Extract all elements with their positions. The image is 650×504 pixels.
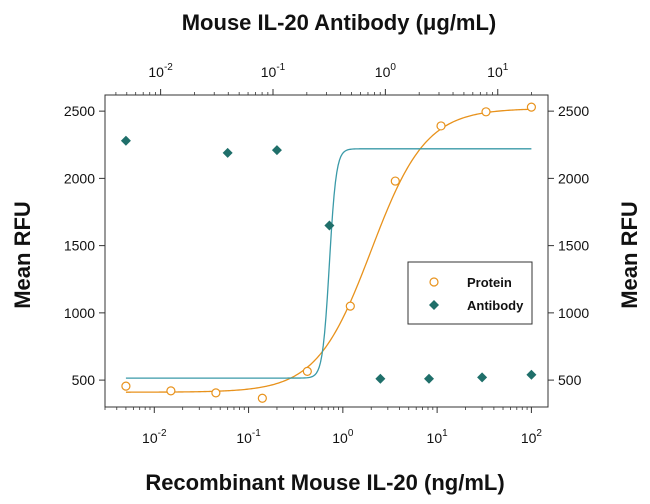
antibody-point-2 (271, 145, 282, 156)
protein-point-0 (121, 381, 131, 391)
y-tick-label-right-1000: 1000 (558, 305, 589, 321)
x-tick-label--2: 10-2 (142, 428, 167, 446)
fit-curve-protein (125, 108, 532, 393)
fit-curves (125, 108, 532, 393)
protein-point-4 (302, 366, 312, 376)
y-axis-label-right: Mean RFU (617, 201, 642, 309)
y-tick-label-right-2500: 2500 (558, 103, 589, 119)
x-tick-label-0: 100 (332, 428, 354, 446)
x-axis-label: Recombinant Mouse IL-20 (ng/mL) (145, 470, 504, 495)
protein-point-9 (526, 102, 536, 112)
top-tick-label-1: 101 (487, 62, 509, 80)
antibody-point-3 (324, 220, 335, 231)
x-tick-label--1: 10-1 (236, 428, 261, 446)
protein-point-1 (166, 386, 176, 396)
legend-protein-marker (429, 277, 439, 287)
ticks-layer: 500 500 1000 1000 1500 1500 2000 2000 2500 2500 10… (64, 62, 590, 446)
y-tick-label-left-2000: 2000 (64, 170, 95, 186)
antibody-point-7 (526, 369, 537, 380)
antibody-point-5 (423, 373, 434, 384)
antibody-point-6 (477, 372, 488, 383)
legend: Protein Antibody (407, 261, 533, 325)
legend-antibody-label: Antibody (467, 298, 524, 313)
y-axis-label-left: Mean RFU (10, 201, 35, 309)
protein-point-2 (211, 388, 221, 398)
protein-point-8 (481, 107, 491, 117)
top-tick-label--2: 10-2 (148, 62, 173, 80)
antibody-point-0 (120, 135, 131, 146)
y-tick-label-right-1500: 1500 (558, 238, 589, 254)
protein-point-6 (390, 176, 400, 186)
antibody-point-4 (375, 373, 386, 384)
y-tick-label-left-1500: 1500 (64, 238, 95, 254)
plot-frame (104, 94, 549, 408)
x-tick-label-1: 101 (427, 428, 449, 446)
x-tick-label-2: 102 (521, 428, 543, 446)
top-tick-label-0: 100 (375, 62, 397, 80)
top-tick-label--1: 10-1 (261, 62, 286, 80)
protein-point-5 (345, 301, 355, 311)
legend-box (407, 261, 533, 325)
legend-antibody-marker (429, 300, 439, 310)
y-tick-label-left-1000: 1000 (64, 305, 95, 321)
chart-title: Mouse IL-20 Antibody (μg/mL) (182, 10, 497, 35)
y-tick-label-left-500: 500 (72, 372, 96, 388)
antibody-point-1 (222, 147, 233, 158)
y-tick-label-left-2500: 2500 (64, 103, 95, 119)
protein-point-7 (436, 121, 446, 131)
y-tick-label-right-500: 500 (558, 372, 582, 388)
y-tick-label-right-2000: 2000 (558, 170, 589, 186)
data-points (120, 102, 537, 403)
legend-protein-label: Protein (467, 275, 512, 290)
protein-point-3 (257, 393, 267, 403)
fit-curve-antibody (125, 148, 532, 379)
